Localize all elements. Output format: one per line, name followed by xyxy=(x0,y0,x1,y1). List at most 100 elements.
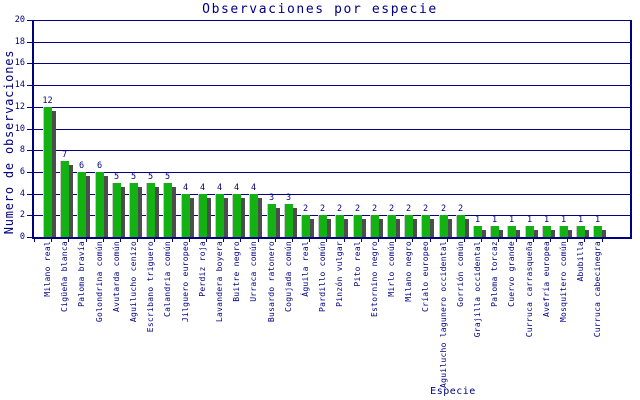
x-tick xyxy=(395,239,396,242)
y-tick-label: 10 xyxy=(14,124,25,134)
bar-shadow xyxy=(258,197,262,237)
y-tick-label: 20 xyxy=(14,15,25,25)
bar-value-label: 1 xyxy=(543,215,550,226)
category-label: Busardo ratonero xyxy=(266,241,276,323)
y-tick-label: 16 xyxy=(14,58,25,68)
x-axis-label: Especie xyxy=(430,386,476,397)
bar xyxy=(542,226,551,237)
category-label: Buitre negro xyxy=(231,241,241,302)
x-tick xyxy=(516,239,517,242)
bar xyxy=(559,226,568,237)
bar-shadow xyxy=(499,230,503,237)
bar-shadow xyxy=(413,219,417,237)
bar-value-label: 5 xyxy=(113,171,120,182)
bar xyxy=(163,182,172,237)
bar xyxy=(60,161,69,237)
x-tick xyxy=(412,239,413,242)
bar xyxy=(421,215,430,237)
bar-shadow xyxy=(602,230,606,237)
x-tick xyxy=(51,239,52,242)
x-tick xyxy=(447,239,448,242)
bar-shadow xyxy=(276,208,280,237)
category-label: Mirlo común xyxy=(386,241,396,297)
bar-value-label: 6 xyxy=(78,160,85,171)
x-tick xyxy=(326,239,327,242)
gridline xyxy=(34,107,630,108)
bar-value-label: 1 xyxy=(526,215,533,226)
bar xyxy=(456,215,465,237)
bar-value-label: 2 xyxy=(457,204,464,215)
bar-value-label: 1 xyxy=(491,215,498,226)
category-label: Cigüeña blanca xyxy=(59,241,69,312)
x-tick xyxy=(344,239,345,242)
x-tick xyxy=(430,239,431,242)
x-tick xyxy=(550,239,551,242)
bar-value-label: 7 xyxy=(61,150,68,161)
category-label: Lavandera boyera xyxy=(214,241,224,323)
y-tick xyxy=(27,194,32,195)
bar-value-label: 5 xyxy=(164,171,171,182)
x-tick xyxy=(120,239,121,242)
y-tick xyxy=(27,172,32,173)
category-label: Avefría europea xyxy=(541,241,551,317)
x-tick xyxy=(498,239,499,242)
bar-value-label: 1 xyxy=(508,215,515,226)
bar-shadow xyxy=(138,186,142,237)
bar-shadow xyxy=(241,197,245,237)
bar-shadow xyxy=(379,219,383,237)
y-tick xyxy=(27,129,32,130)
category-label: Curruca cabecinegra xyxy=(592,241,602,338)
bar xyxy=(318,215,327,237)
y-tick xyxy=(27,63,32,64)
x-tick xyxy=(189,239,190,242)
bar xyxy=(507,226,516,237)
category-label: Abubilla xyxy=(575,241,585,282)
category-label: Paloma bravía xyxy=(76,241,86,307)
y-axis-line xyxy=(32,20,34,239)
bar-value-label: 1 xyxy=(560,215,567,226)
category-label: Paloma torcaz xyxy=(489,241,499,307)
bar xyxy=(576,226,585,237)
bar xyxy=(129,182,138,237)
bar-shadow xyxy=(448,219,452,237)
bar-shadow xyxy=(155,186,159,237)
bar xyxy=(77,171,86,237)
bar xyxy=(370,215,379,237)
bar-value-label: 5 xyxy=(147,171,154,182)
bar-shadow xyxy=(482,230,486,237)
bar xyxy=(198,193,207,237)
bar xyxy=(181,193,190,237)
bar-shadow xyxy=(585,230,589,237)
category-label: Aguilucho cenizo xyxy=(128,241,138,323)
category-label: Golondrina común xyxy=(94,241,104,323)
plot-border-top xyxy=(33,20,630,21)
bar-shadow xyxy=(327,219,331,237)
category-label: Críalo europeo xyxy=(420,241,430,312)
category-label: Curruca carrasqueña xyxy=(524,241,534,338)
y-tick-label: 6 xyxy=(19,167,25,177)
bar xyxy=(387,215,396,237)
bar xyxy=(353,215,362,237)
bar-value-label: 2 xyxy=(371,204,378,215)
bar-value-label: 2 xyxy=(388,204,395,215)
y-tick xyxy=(27,20,32,21)
y-tick xyxy=(27,215,32,216)
x-tick xyxy=(361,239,362,242)
category-label: Pinzón vulgar xyxy=(334,241,344,307)
category-label: Calandria común xyxy=(162,241,172,317)
bar-value-label: 3 xyxy=(285,193,292,204)
bar-shadow xyxy=(551,230,555,237)
x-tick xyxy=(275,239,276,242)
category-label: Cuervo grande xyxy=(506,241,516,307)
bar-value-label: 5 xyxy=(130,171,137,182)
y-tick-label: 14 xyxy=(14,80,25,90)
x-tick xyxy=(602,239,603,242)
bar-value-label: 2 xyxy=(440,204,447,215)
bar xyxy=(490,226,499,237)
y-tick xyxy=(27,150,32,151)
bar-shadow xyxy=(52,110,56,237)
category-label: Jilguero europeo xyxy=(180,241,190,323)
bar-shadow xyxy=(362,219,366,237)
bar-shadow xyxy=(344,219,348,237)
